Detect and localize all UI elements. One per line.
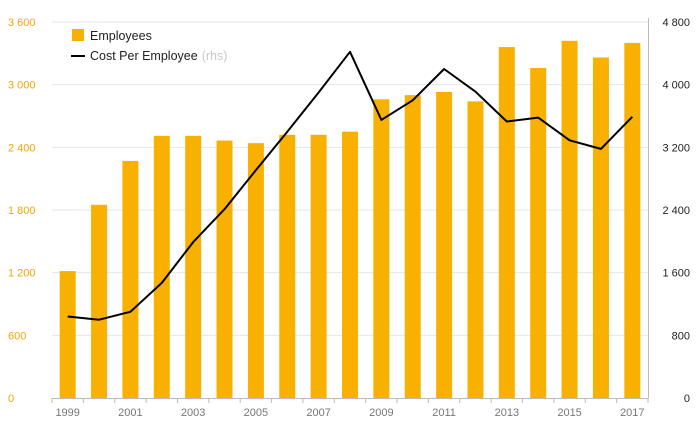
legend-label-rhs-suffix: (rhs) [202, 49, 228, 63]
right-tick-label: 3 200 [662, 142, 690, 154]
employees-bars [59, 40, 641, 399]
legend: Employees Cost Per Employee (rhs) [71, 29, 227, 63]
left-tick-label: 3 000 [8, 80, 36, 92]
right-tick-label: 2 400 [662, 205, 690, 217]
bar-employees-2000 [91, 204, 108, 398]
bar-employees-2011 [436, 91, 453, 398]
left-tick-label: 1 200 [8, 268, 36, 280]
bar-employees-2016 [592, 57, 609, 399]
right-axis-ticks: 0 800 1 600 2 400 3 200 4 000 4 800 [662, 17, 690, 405]
legend-label-cost-per-employee-name: Cost Per Employee [90, 49, 198, 63]
x-tick-label: 2015 [557, 407, 581, 419]
x-tick-label: 1999 [55, 407, 79, 419]
legend-label-cost-per-employee: Cost Per Employee (rhs) [90, 49, 227, 63]
bar-employees-2008 [342, 131, 358, 398]
cost-per-employee-line-group [67, 50, 634, 321]
line-cost-per-employee [67, 50, 634, 321]
right-tick-label: 800 [672, 330, 690, 342]
bar-employees-2013 [498, 47, 515, 399]
legend-swatch-employees [72, 29, 84, 41]
bar-employees-1999 [59, 271, 76, 398]
x-tick-label: 2001 [118, 407, 142, 419]
bar-employees-2005 [247, 143, 264, 398]
left-tick-label: 0 [8, 393, 14, 405]
bar-employees-2001 [122, 160, 139, 398]
x-tick-label: 2011 [432, 407, 456, 419]
left-tick-label: 3 600 [8, 17, 36, 29]
right-tick-label: 4 800 [662, 17, 690, 29]
right-tick-label: 4 000 [662, 80, 690, 92]
bar-employees-2015 [561, 40, 578, 399]
bar-employees-2004 [216, 140, 233, 399]
bar-employees-2014 [530, 67, 547, 398]
bar-employees-2017 [624, 42, 641, 399]
x-tick-label: 2013 [495, 407, 519, 419]
right-tick-label: 0 [684, 393, 690, 405]
x-tick-label: 2007 [306, 407, 330, 419]
left-tick-label: 1 800 [8, 205, 36, 217]
x-axis: 1999 2001 2003 2005 2007 2009 2011 2013 2015 2017 [51, 18, 649, 419]
bar-employees-2009 [373, 99, 390, 399]
x-tick-label: 2003 [181, 407, 205, 419]
right-tick-label: 1 600 [662, 268, 690, 280]
bar-employees-2010 [404, 95, 421, 398]
left-tick-label: 2 400 [8, 142, 36, 154]
x-tick-label: 2017 [620, 407, 644, 419]
legend-label-employees: Employees [90, 29, 152, 43]
bar-employees-2003 [185, 135, 202, 398]
left-axis-ticks: 0 600 1 200 1 800 2 400 3 000 3 600 [8, 17, 36, 405]
bar-employees-2012 [467, 101, 484, 398]
bar-employees-2007 [310, 134, 327, 399]
x-tick-label: 2005 [244, 407, 268, 419]
left-tick-label: 600 [8, 330, 26, 342]
bar-employees-2006 [279, 134, 296, 399]
bar-employees-2002 [153, 135, 170, 398]
x-tick-label: 2009 [369, 407, 393, 419]
